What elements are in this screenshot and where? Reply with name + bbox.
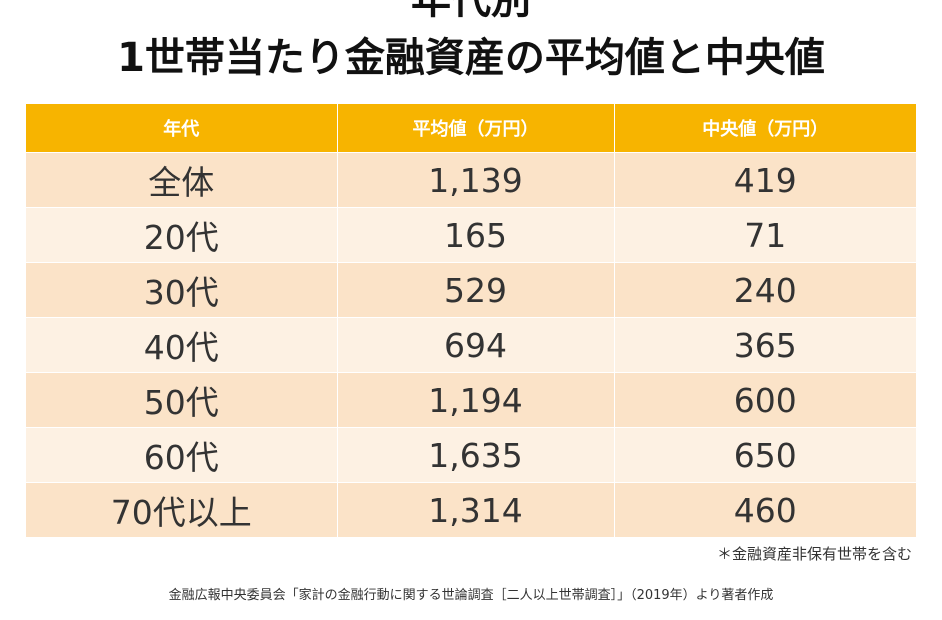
cell-mean: 165 (337, 207, 615, 263)
cell-mean: 1,139 (337, 152, 615, 208)
header-median: 中央値（万円） (614, 104, 916, 153)
cell-median: 71 (614, 207, 916, 263)
cell-median: 650 (614, 427, 916, 483)
cell-age: 全体 (26, 152, 338, 208)
table-row: 30代 529 240 (26, 262, 916, 318)
cell-age: 50代 (26, 372, 338, 428)
page-title-line1: 年代別 (411, 0, 531, 23)
table-row: 50代 1,194 600 (26, 372, 916, 428)
cell-age: 60代 (26, 427, 338, 483)
cell-mean: 1,635 (337, 427, 615, 483)
table-header-row: 年代 平均値（万円） 中央値（万円） (26, 104, 916, 153)
cell-median: 419 (614, 152, 916, 208)
header-mean: 平均値（万円） (337, 104, 615, 153)
cell-mean: 1,314 (337, 482, 615, 538)
source-citation: 金融広報中央委員会「家計の金融行動に関する世論調査［二人以上世帯調査］」（201… (168, 588, 774, 603)
cell-mean: 694 (337, 317, 615, 373)
cell-median: 240 (614, 262, 916, 318)
header-age: 年代 (26, 104, 338, 153)
cell-median: 365 (614, 317, 916, 373)
cell-age: 30代 (26, 262, 338, 318)
cell-mean: 529 (337, 262, 615, 318)
table-row: 70代以上 1,314 460 (26, 482, 916, 538)
asset-table: 年代 平均値（万円） 中央値（万円） 全体 1,139 419 20代 165 … (26, 104, 916, 538)
table-row: 全体 1,139 419 (26, 152, 916, 208)
cell-age: 40代 (26, 317, 338, 373)
table-row: 40代 694 365 (26, 317, 916, 373)
page-title-line2: 1世帯当たり金融資産の平均値と中央値 (117, 35, 825, 81)
cell-age: 20代 (26, 207, 338, 263)
cell-median: 460 (614, 482, 916, 538)
cell-mean: 1,194 (337, 372, 615, 428)
cell-age: 70代以上 (26, 482, 338, 538)
table-row: 20代 165 71 (26, 207, 916, 263)
cell-median: 600 (614, 372, 916, 428)
table-row: 60代 1,635 650 (26, 427, 916, 483)
footnote: ＊金融資産非保有世帯を含む (716, 545, 912, 563)
